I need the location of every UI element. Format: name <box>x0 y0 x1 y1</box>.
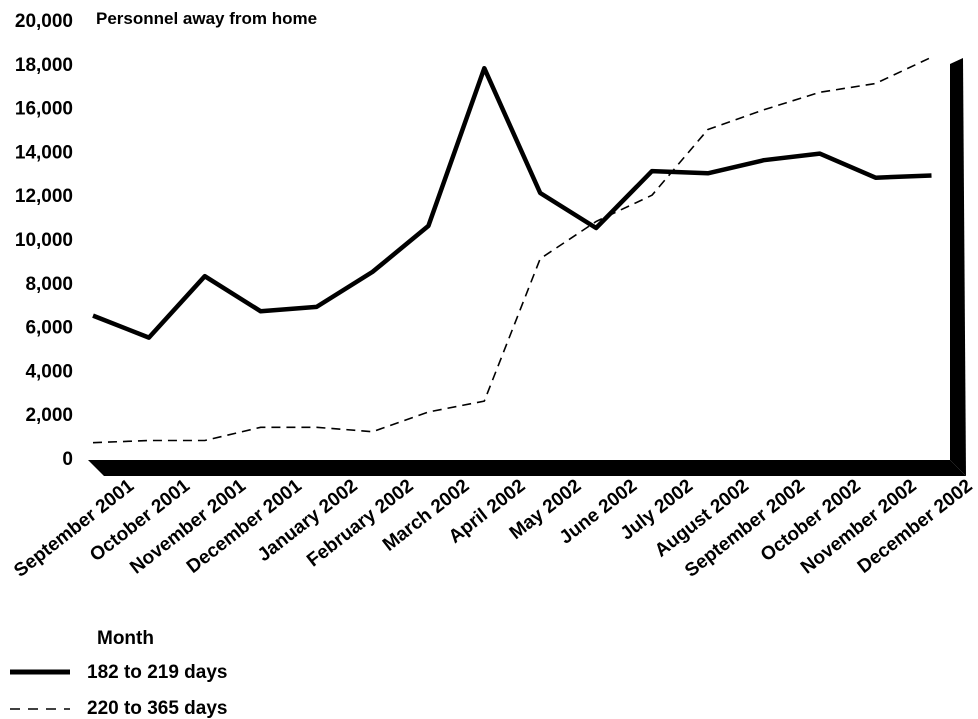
data-point-series-1 <box>371 270 375 274</box>
data-point-series-2 <box>538 257 542 261</box>
data-point-series-2 <box>818 90 822 94</box>
data-point-series-2 <box>706 128 710 132</box>
data-point-series-2 <box>930 55 934 59</box>
data-point-series-2 <box>482 399 486 403</box>
data-point-series-1 <box>594 226 598 230</box>
data-point-series-1 <box>203 274 207 278</box>
y-tick-label: 10,000 <box>15 230 73 251</box>
data-point-series-1 <box>259 309 263 313</box>
data-point-series-1 <box>147 336 151 340</box>
y-tick-label: 0 <box>62 449 73 470</box>
y-tick-label: 18,000 <box>15 55 73 76</box>
data-point-series-1 <box>538 191 542 195</box>
data-point-series-2 <box>650 193 654 197</box>
legend-label-series-2: 220 to 365 days <box>87 698 227 719</box>
series-layer <box>91 55 934 445</box>
data-point-series-1 <box>930 173 934 177</box>
data-point-series-2 <box>147 438 151 442</box>
data-point-series-2 <box>371 430 375 434</box>
y-tick-label: 2,000 <box>25 405 73 426</box>
data-point-series-2 <box>259 425 263 429</box>
y-tick-label: 14,000 <box>15 142 73 163</box>
y-tick-label: 4,000 <box>25 361 73 382</box>
data-point-series-1 <box>650 169 654 173</box>
data-point-series-2 <box>315 425 319 429</box>
data-point-series-1 <box>315 305 319 309</box>
data-point-series-2 <box>91 441 95 445</box>
y-tick-label: 16,000 <box>15 99 73 120</box>
y-tick-label: 6,000 <box>25 318 73 339</box>
y-axis-ticks: 20,000 18,000 16,000 14,000 12,000 10,000 8,00… <box>15 11 73 470</box>
data-point-series-1 <box>762 158 766 162</box>
data-point-series-2 <box>594 219 598 223</box>
series-line-1 <box>92 65 932 340</box>
data-point-series-2 <box>874 82 878 86</box>
chart-side-wall <box>950 58 966 476</box>
data-point-series-2 <box>426 410 430 414</box>
data-point-series-1 <box>91 314 95 318</box>
data-point-series-1 <box>482 66 486 70</box>
legend-label-series-1: 182 to 219 days <box>87 662 227 683</box>
data-point-series-1 <box>818 152 822 156</box>
y-tick-label: 20,000 <box>15 11 73 32</box>
data-point-series-2 <box>762 108 766 112</box>
series-line-2 <box>92 56 932 444</box>
legend: 182 to 219 days 220 to 365 days <box>10 662 227 719</box>
data-point-series-1 <box>874 176 878 180</box>
chart-floor <box>88 460 966 476</box>
data-point-series-2 <box>203 438 207 442</box>
x-axis-label: Month <box>97 628 154 649</box>
chart-title: Personnel away from home <box>96 9 317 28</box>
data-point-series-1 <box>426 224 430 228</box>
y-tick-label: 12,000 <box>15 186 73 207</box>
data-point-series-1 <box>706 171 710 175</box>
y-tick-label: 8,000 <box>25 274 73 295</box>
